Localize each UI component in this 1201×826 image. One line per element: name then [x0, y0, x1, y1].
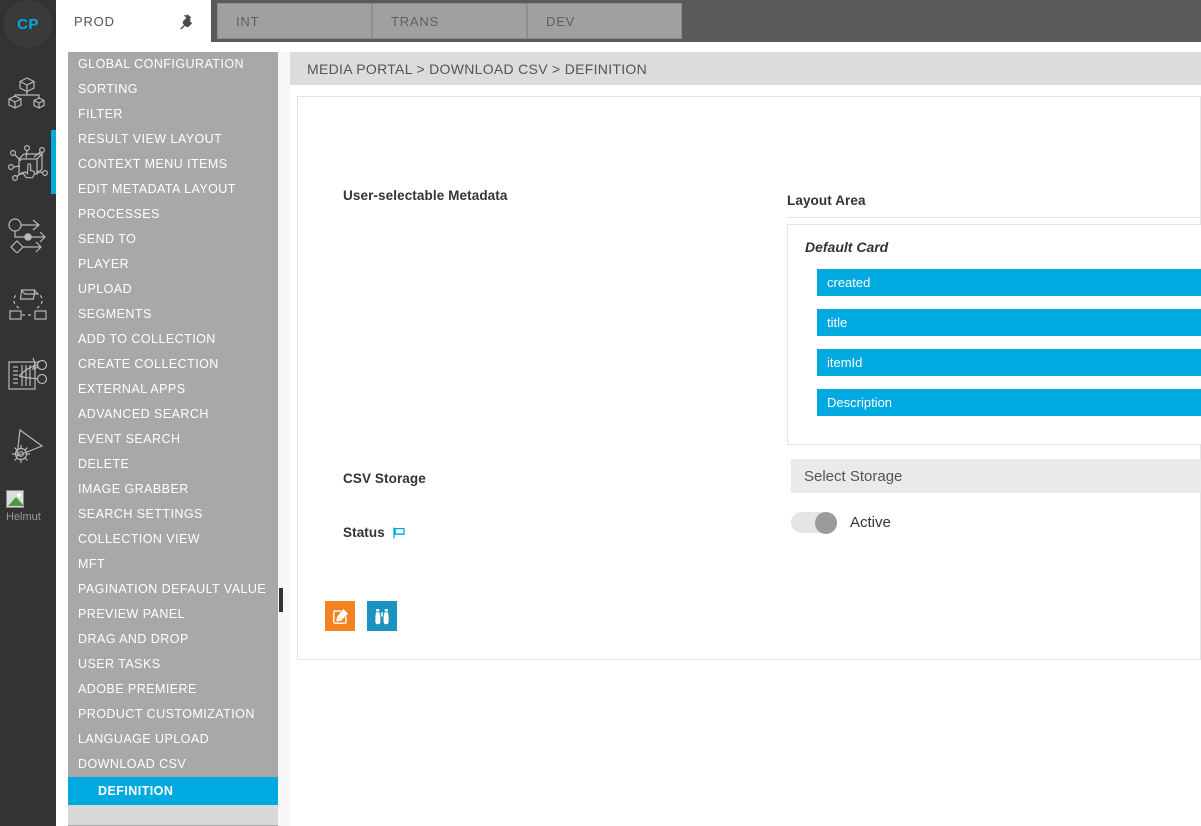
- action-bar: [325, 601, 397, 631]
- menu-item-preview-panel[interactable]: PREVIEW PANEL: [78, 607, 186, 621]
- rail-active-accent: [51, 130, 56, 194]
- plug-icon: [177, 13, 193, 29]
- menu-item-filter[interactable]: FILTER: [78, 107, 123, 121]
- environment-tabstrip: PROD INT TRANS DEV: [56, 0, 1201, 42]
- toggle-knob: [815, 512, 837, 534]
- status-label: Status: [343, 525, 385, 540]
- menu-item-global-configuration[interactable]: GLOBAL CONFIGURATION: [78, 57, 244, 71]
- edit-button[interactable]: [325, 601, 355, 631]
- menu-item-upload[interactable]: UPLOAD: [78, 282, 133, 296]
- metadata-chip[interactable]: itemId: [817, 349, 1201, 376]
- config-menu-scrollbar-thumb[interactable]: [279, 588, 283, 612]
- menu-item-edit-metadata-layout[interactable]: EDIT METADATA LAYOUT: [78, 182, 236, 196]
- metadata-chip-list: created title itemId Description: [817, 269, 1201, 429]
- layout-area-divider: [787, 217, 1201, 218]
- tab-prod[interactable]: PROD: [56, 0, 211, 42]
- menu-item-product-customization[interactable]: PRODUCT CUSTOMIZATION: [78, 707, 255, 721]
- metadata-chip[interactable]: title: [817, 309, 1201, 336]
- nodes-network-icon[interactable]: [0, 60, 56, 130]
- layout-area-box[interactable]: Default Card created title itemId Descri…: [787, 224, 1201, 445]
- active-toggle[interactable]: [791, 512, 837, 534]
- config-menu-scrollbar[interactable]: [278, 52, 290, 826]
- breadcrumb-text: MEDIA PORTAL > DOWNLOAD CSV > DEFINITION: [307, 60, 648, 77]
- menu-item-processes[interactable]: PROCESSES: [78, 207, 160, 221]
- workflow-arrows-icon[interactable]: [0, 200, 56, 270]
- cycle-boxes-icon[interactable]: [0, 270, 56, 340]
- broken-image-alt-text: Helmut: [6, 511, 41, 523]
- menu-item-external-apps[interactable]: EXTERNAL APPS: [78, 382, 186, 396]
- menu-item-add-to-collection[interactable]: ADD TO COLLECTION: [78, 332, 216, 346]
- avatar-initials: CP: [17, 15, 39, 33]
- metadata-chip[interactable]: created: [817, 269, 1201, 296]
- tab-trans[interactable]: TRANS: [372, 3, 527, 39]
- icon-rail: CP: [0, 0, 56, 826]
- tab-int[interactable]: INT: [217, 3, 372, 39]
- config-menu-footer: [68, 805, 278, 825]
- tab-trans-label: TRANS: [391, 13, 440, 29]
- menu-item-player[interactable]: PLAYER: [78, 257, 130, 271]
- tab-dev-label: DEV: [546, 13, 576, 29]
- main-content: MEDIA PORTAL > DOWNLOAD CSV > DEFINITION…: [290, 52, 1201, 826]
- menu-item-definition[interactable]: DEFINITION: [68, 777, 278, 805]
- broken-image-helmut: Helmut: [6, 490, 50, 524]
- menu-item-send-to[interactable]: SEND TO: [78, 232, 137, 246]
- layout-area-label: Layout Area: [787, 193, 866, 208]
- media-editor-icon[interactable]: [0, 340, 56, 410]
- flag-icon[interactable]: [392, 526, 406, 540]
- metadata-chip[interactable]: Description: [817, 389, 1201, 416]
- config-menu: GLOBAL CONFIGURATION SORTING FILTER RESU…: [68, 52, 278, 826]
- menu-item-collection-view[interactable]: COLLECTION VIEW: [78, 532, 201, 546]
- csv-storage-select[interactable]: Select Storage: [791, 459, 1201, 493]
- tab-dev[interactable]: DEV: [527, 3, 682, 39]
- user-selectable-metadata-label: User-selectable Metadata: [343, 188, 508, 203]
- menu-item-user-tasks[interactable]: USER TASKS: [78, 657, 161, 671]
- menu-item-search-settings[interactable]: SEARCH SETTINGS: [78, 507, 203, 521]
- menu-item-image-grabber[interactable]: IMAGE GRABBER: [78, 482, 189, 496]
- menu-item-create-collection[interactable]: CREATE COLLECTION: [78, 357, 219, 371]
- menu-item-download-csv[interactable]: DOWNLOAD CSV: [78, 757, 187, 771]
- menu-item-adobe-premiere[interactable]: ADOBE PREMIERE: [78, 682, 197, 696]
- menu-item-result-view-layout[interactable]: RESULT VIEW LAYOUT: [78, 132, 223, 146]
- tab-prod-label: PROD: [74, 13, 115, 29]
- avatar[interactable]: CP: [4, 0, 52, 48]
- csv-storage-select-value: Select Storage: [804, 467, 903, 485]
- preview-button[interactable]: [367, 601, 397, 631]
- automation-pointer-icon[interactable]: [0, 130, 56, 200]
- csv-storage-label: CSV Storage: [343, 471, 426, 486]
- menu-item-pagination-default-value[interactable]: PAGINATION DEFAULT VALUE: [78, 582, 267, 596]
- menu-item-delete[interactable]: DELETE: [78, 457, 130, 471]
- menu-item-advanced-search[interactable]: ADVANCED SEARCH: [78, 407, 209, 421]
- menu-item-context-menu-items[interactable]: CONTEXT MENU ITEMS: [78, 157, 228, 171]
- broken-image-icon: [6, 490, 24, 508]
- menu-item-drag-and-drop[interactable]: DRAG AND DROP: [78, 632, 189, 646]
- menu-item-segments[interactable]: SEGMENTS: [78, 307, 152, 321]
- player-compass-icon[interactable]: [0, 410, 56, 480]
- active-toggle-label: Active: [850, 514, 891, 531]
- menu-item-sorting[interactable]: SORTING: [78, 82, 138, 96]
- definition-form-card: User-selectable Metadata Layout Area Def…: [297, 96, 1201, 660]
- default-card-title: Default Card: [805, 239, 889, 255]
- menu-item-event-search[interactable]: EVENT SEARCH: [78, 432, 181, 446]
- menu-item-mft[interactable]: MFT: [78, 557, 106, 571]
- breadcrumb: MEDIA PORTAL > DOWNLOAD CSV > DEFINITION: [290, 52, 1201, 85]
- tab-int-label: INT: [236, 13, 260, 29]
- status-toggle-row: Active: [791, 512, 891, 534]
- status-label-group: Status: [343, 525, 406, 540]
- menu-item-language-upload[interactable]: LANGUAGE UPLOAD: [78, 732, 210, 746]
